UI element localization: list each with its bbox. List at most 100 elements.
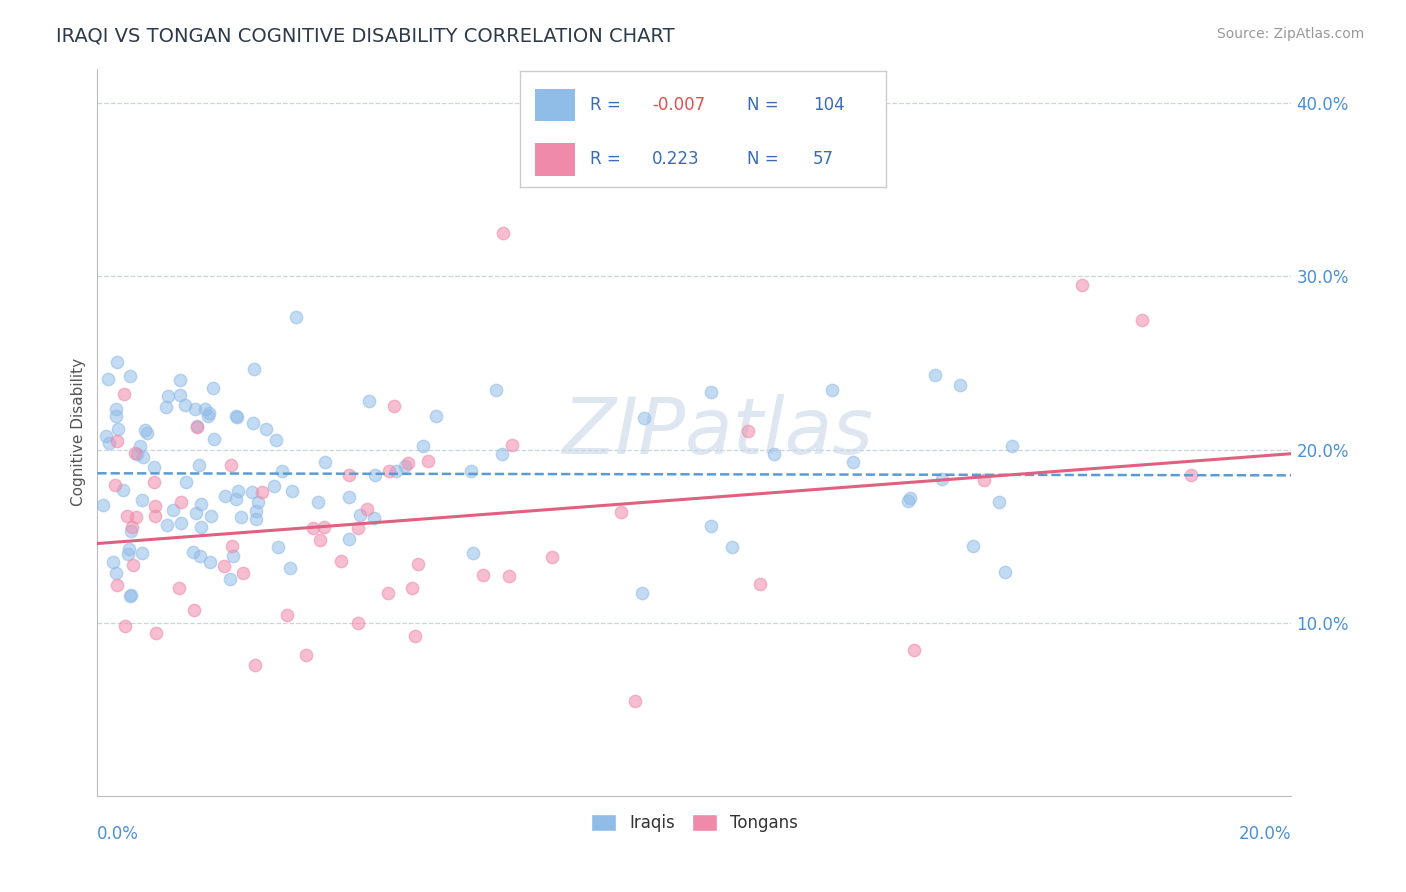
Point <box>271 464 294 478</box>
FancyBboxPatch shape <box>534 144 575 176</box>
Point <box>190 497 212 511</box>
Point <box>491 447 513 461</box>
Point <box>243 657 266 672</box>
Text: 0.223: 0.223 <box>652 151 699 169</box>
Point <box>120 590 142 604</box>
Point <box>245 503 267 517</box>
Point <box>460 464 482 478</box>
Point <box>120 524 142 538</box>
Point <box>501 438 523 452</box>
Point <box>308 533 330 547</box>
Text: 104: 104 <box>813 96 844 114</box>
Point <box>188 458 211 472</box>
Text: 0.0%: 0.0% <box>97 825 139 843</box>
Point <box>498 569 520 583</box>
Point <box>295 648 318 662</box>
Point <box>377 586 399 600</box>
Point <box>143 475 166 489</box>
Text: N =: N = <box>747 151 779 169</box>
Point <box>821 384 844 398</box>
Point <box>169 373 191 387</box>
Point <box>1180 467 1202 482</box>
Point <box>404 629 426 643</box>
Text: -0.007: -0.007 <box>652 96 704 114</box>
Point <box>225 491 247 506</box>
Point <box>124 446 146 460</box>
Point <box>700 385 723 400</box>
Point <box>170 494 193 508</box>
Point <box>763 447 786 461</box>
Point <box>396 457 419 471</box>
Point <box>202 381 225 395</box>
Point <box>156 389 179 403</box>
Point <box>416 454 439 468</box>
Point <box>737 424 759 438</box>
Point <box>247 495 270 509</box>
Point <box>356 501 378 516</box>
Point <box>337 532 360 546</box>
Point <box>461 546 484 560</box>
Point <box>931 472 953 486</box>
Point <box>197 406 219 420</box>
Point <box>107 422 129 436</box>
Point <box>135 426 157 441</box>
Point <box>949 378 972 392</box>
Point <box>330 554 353 568</box>
Point <box>988 495 1011 509</box>
Point <box>143 460 166 475</box>
Point <box>120 368 142 383</box>
Point <box>91 498 114 512</box>
Point <box>143 509 166 524</box>
Point <box>174 398 197 412</box>
Point <box>181 545 204 559</box>
Point <box>219 572 242 586</box>
Point <box>131 492 153 507</box>
Point <box>994 565 1017 579</box>
Point <box>105 355 128 369</box>
Point <box>143 499 166 513</box>
Point <box>101 555 124 569</box>
Point <box>1130 312 1153 326</box>
Point <box>197 409 219 424</box>
Point <box>280 484 302 499</box>
Point <box>1071 277 1094 292</box>
Point <box>842 455 865 469</box>
Point <box>122 558 145 572</box>
Point <box>378 464 401 478</box>
Point <box>226 483 249 498</box>
Point <box>97 372 120 386</box>
Point <box>540 549 562 564</box>
Point <box>167 581 190 595</box>
Point <box>127 447 149 461</box>
Point <box>105 402 128 417</box>
Point <box>384 464 406 478</box>
Point <box>219 458 242 472</box>
Point <box>131 545 153 559</box>
Point <box>363 511 385 525</box>
Point <box>285 310 308 324</box>
Point <box>232 566 254 581</box>
Point <box>186 420 208 434</box>
Point <box>155 400 177 414</box>
FancyBboxPatch shape <box>534 89 575 121</box>
Point <box>243 361 266 376</box>
Point <box>121 519 143 533</box>
Point <box>194 402 217 417</box>
Point <box>111 483 134 497</box>
Point <box>721 540 744 554</box>
Point <box>254 422 277 436</box>
Point <box>623 693 645 707</box>
Point <box>347 521 370 535</box>
Point <box>610 505 633 519</box>
Legend: Iraqis, Tongans: Iraqis, Tongans <box>585 807 804 838</box>
Point <box>98 436 121 450</box>
Point <box>114 386 136 401</box>
Point <box>898 491 921 506</box>
Point <box>200 508 222 523</box>
Point <box>188 549 211 564</box>
Point <box>114 618 136 632</box>
Point <box>630 586 652 600</box>
Y-axis label: Cognitive Disability: Cognitive Disability <box>72 358 86 507</box>
Point <box>156 518 179 533</box>
Point <box>382 399 405 413</box>
